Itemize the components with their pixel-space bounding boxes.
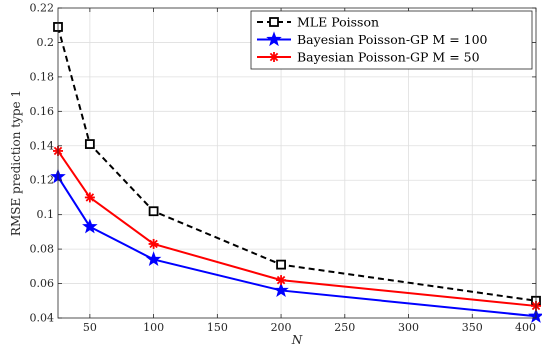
legend-marker [269, 52, 279, 62]
series-2 [53, 146, 541, 311]
legend-label-math: M = 100 [432, 32, 487, 47]
legend-label-text: Bayesian Poisson-GP [297, 32, 432, 47]
legend-label: Bayesian Poisson-GP M = 50 [297, 50, 480, 65]
x-tick-label: 250 [334, 321, 355, 334]
y-axis-label: RMSE prediction type 1 [9, 90, 23, 236]
legend-label-text: Bayesian Poisson-GP [297, 50, 432, 65]
legend-label: Bayesian Poisson-GP M = 100 [297, 32, 488, 47]
data-point [149, 239, 159, 249]
x-tick-label: 400 [515, 321, 536, 334]
y-tick-label: 0.2 [37, 36, 55, 49]
y-tick-label: 0.22 [30, 2, 55, 15]
legend-label-math: M = 50 [432, 50, 479, 65]
x-axis-label: N [291, 333, 303, 347]
x-tick-label: 100 [143, 321, 164, 334]
y-tick-label: 0.18 [30, 70, 55, 83]
data-point [85, 192, 95, 202]
x-tick-label: 300 [398, 321, 419, 334]
x-tick-label: 200 [271, 321, 292, 334]
y-tick-label: 0.08 [30, 243, 55, 256]
y-tick-label: 0.04 [30, 312, 55, 325]
x-tick-label: 50 [83, 321, 97, 334]
x-tick-label: 150 [207, 321, 228, 334]
y-tick-label: 0.06 [30, 277, 55, 290]
series-line [58, 151, 536, 306]
data-point [86, 140, 94, 148]
legend-marker [270, 18, 278, 26]
y-tick-label: 0.1 [37, 208, 55, 221]
y-tick-label: 0.16 [30, 105, 55, 118]
y-tick-label: 0.14 [30, 139, 55, 152]
y-tick-label: 0.12 [30, 174, 55, 187]
data-point [277, 261, 285, 269]
legend-label: MLE Poisson [297, 15, 379, 30]
data-point [150, 207, 158, 215]
x-tick-label: 350 [462, 321, 483, 334]
data-point [276, 275, 286, 285]
series-line [58, 177, 536, 317]
